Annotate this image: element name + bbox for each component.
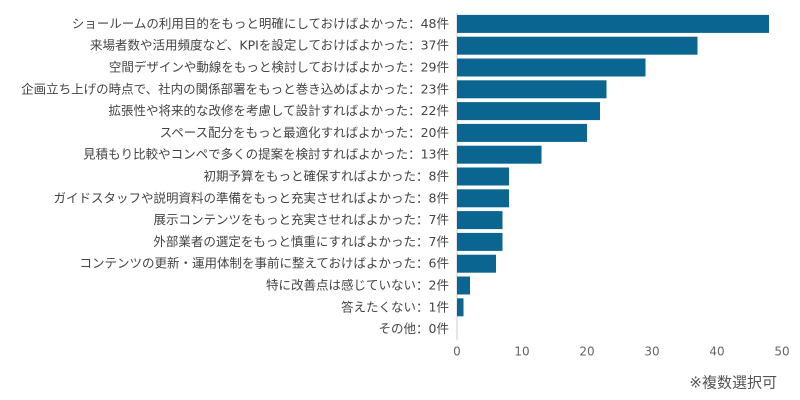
bar (457, 14, 769, 33)
category-name: その他： (379, 321, 429, 336)
x-tick-label: 20 (579, 345, 594, 359)
category-label: 拡張性や将来的な改修を考慮して設計すればよかった：22件 (108, 103, 449, 118)
category-name: 来場者数や活用頻度など、KPIを設定しておけばよかった： (90, 37, 421, 52)
value-label: 37件 (421, 37, 449, 52)
category-label: コンテンツの更新・運用体制を事前に整えておけばよかった：6件 (80, 255, 449, 270)
category-label: スペース配分をもっと最適化すればよかった：20件 (160, 124, 449, 139)
x-tick-label: 30 (644, 345, 659, 359)
category-name: 展示コンテンツをもっと充実させればよかった： (154, 212, 429, 227)
category-name: 特に改善点は感じていない： (266, 277, 429, 292)
bar (457, 298, 464, 317)
bar (457, 167, 509, 186)
category-label: 答えたくない：1件 (341, 299, 449, 314)
category-label: 見積もり比較やコンペで多くの提案を検討すればよかった：13件 (83, 146, 449, 161)
bar (457, 211, 503, 230)
bar (457, 102, 600, 121)
bar (457, 254, 496, 273)
x-tick-label: 0 (453, 345, 461, 359)
value-label: 8件 (429, 168, 449, 183)
category-label: その他：0件 (379, 321, 449, 336)
category-name: 初期予算をもっと確保すればよかった： (204, 168, 429, 183)
category-label: 来場者数や活用頻度など、KPIを設定しておけばよかった：37件 (90, 37, 449, 52)
x-tick-label: 50 (774, 345, 789, 359)
category-name: 答えたくない： (341, 299, 429, 314)
value-label: 20件 (421, 124, 449, 139)
value-label: 6件 (429, 255, 449, 270)
value-label: 29件 (421, 59, 449, 74)
bar (457, 232, 503, 251)
category-label: 企画立ち上げの時点で、社内の関係部署をもっと巻き込めばよかった：23件 (21, 81, 449, 96)
value-label: 7件 (429, 212, 449, 227)
category-label: 特に改善点は感じていない：2件 (266, 277, 449, 292)
category-name: コンテンツの更新・運用体制を事前に整えておけばよかった： (80, 255, 429, 270)
bar (457, 276, 470, 295)
category-name: スペース配分をもっと最適化すればよかった： (160, 124, 421, 139)
value-label: 1件 (429, 299, 449, 314)
value-label: 13件 (421, 146, 449, 161)
category-name: 外部業者の選定をもっと慎重にすればよかった： (153, 233, 428, 248)
value-label: 8件 (429, 190, 449, 205)
category-name: ショールームの利用目的をもっと明確にしておけばよかった： (72, 15, 421, 30)
value-label: 2件 (429, 277, 449, 292)
bar (457, 80, 607, 99)
value-label: 48件 (421, 15, 449, 30)
category-label: 外部業者の選定をもっと慎重にすればよかった：7件 (153, 233, 449, 248)
bar (457, 123, 587, 142)
x-tick-label: 10 (514, 345, 529, 359)
bar (457, 58, 646, 77)
category-label: ショールームの利用目的をもっと明確にしておけばよかった：48件 (72, 15, 449, 30)
note: ※複数選択可 (689, 374, 777, 392)
value-label: 23件 (421, 81, 449, 96)
value-label: 7件 (429, 233, 449, 248)
category-name: 企画立ち上げの時点で、社内の関係部署をもっと巻き込めばよかった： (21, 81, 421, 96)
bar (457, 189, 509, 208)
category-label: 初期予算をもっと確保すればよかった：8件 (204, 168, 449, 183)
category-name: 見積もり比較やコンペで多くの提案を検討すればよかった： (83, 146, 421, 161)
bar (457, 145, 542, 164)
value-label: 0件 (429, 321, 449, 336)
bar (457, 36, 698, 55)
category-name: ガイドスタッフや説明資料の準備をもっと充実させればよかった： (54, 190, 429, 205)
value-label: 22件 (421, 103, 449, 118)
category-name: 空間デザインや動線をもっと検討しておけばよかった： (109, 59, 421, 74)
category-label: 空間デザインや動線をもっと検討しておけばよかった：29件 (109, 59, 449, 74)
x-tick-label: 40 (709, 345, 724, 359)
category-label: ガイドスタッフや説明資料の準備をもっと充実させればよかった：8件 (54, 190, 449, 205)
category-label: 展示コンテンツをもっと充実させればよかった：7件 (154, 212, 449, 227)
category-name: 拡張性や将来的な改修を考慮して設計すればよかった： (108, 103, 420, 118)
